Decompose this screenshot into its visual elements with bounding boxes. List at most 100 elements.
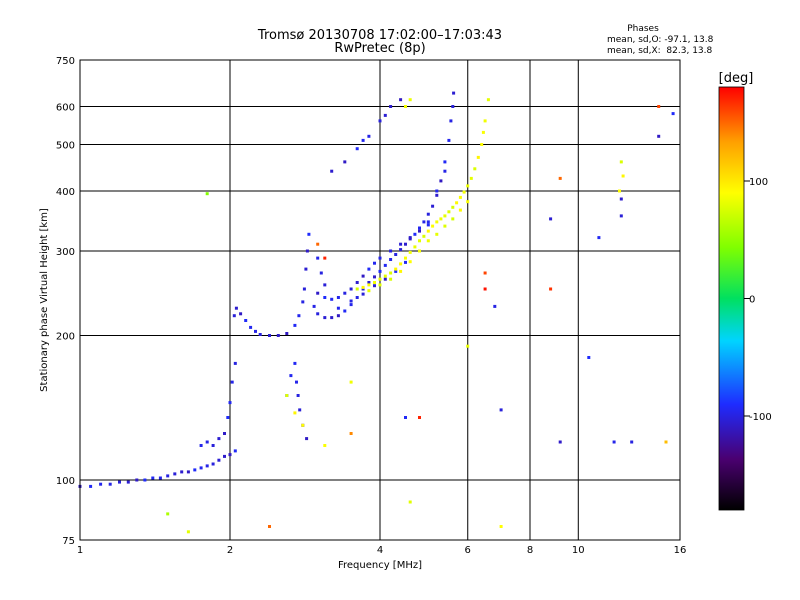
data-point-x bbox=[619, 160, 623, 164]
phase-stats-heading: Phases bbox=[627, 24, 659, 34]
y-tick-label: 200 bbox=[56, 332, 75, 343]
data-point-o bbox=[449, 119, 453, 123]
data-point-o bbox=[426, 220, 430, 224]
data-point-o bbox=[389, 258, 393, 261]
data-point-o bbox=[671, 112, 675, 116]
chart-title: Tromsø 20130708 17:02:00–17:03:43 bbox=[257, 28, 502, 43]
colorbar-tick-label: 0 bbox=[749, 295, 755, 306]
data-point-o bbox=[330, 297, 334, 301]
data-point-other bbox=[349, 432, 353, 435]
data-point-o bbox=[173, 472, 177, 476]
data-point-o bbox=[217, 437, 221, 441]
data-point-o bbox=[361, 138, 365, 142]
data-point-x bbox=[476, 155, 480, 159]
data-point-o bbox=[205, 440, 209, 444]
data-point-o bbox=[630, 440, 634, 444]
data-point-o bbox=[323, 296, 327, 299]
data-point-o bbox=[349, 303, 353, 307]
data-point-o bbox=[336, 314, 340, 318]
data-point-x bbox=[418, 239, 421, 243]
data-point-o bbox=[268, 334, 271, 337]
data-point-o bbox=[186, 470, 190, 474]
data-point-o bbox=[285, 332, 289, 335]
data-point-o bbox=[355, 147, 359, 151]
data-point-o bbox=[378, 119, 382, 123]
data-point-o bbox=[319, 271, 323, 275]
data-point-o bbox=[258, 333, 262, 336]
data-point-o bbox=[373, 284, 376, 288]
data-point-o bbox=[316, 312, 320, 316]
data-point-o bbox=[89, 484, 93, 488]
data-point-o bbox=[330, 316, 334, 320]
data-point-other bbox=[166, 512, 170, 516]
data-point-o bbox=[276, 334, 280, 337]
data-point-o bbox=[336, 296, 340, 299]
data-point-o bbox=[367, 134, 371, 138]
data-point-o bbox=[180, 470, 184, 474]
data-point-x bbox=[466, 184, 470, 188]
data-point-o bbox=[404, 416, 407, 419]
x-tick-label: 6 bbox=[465, 545, 471, 556]
data-point-o bbox=[418, 226, 421, 230]
data-point-o bbox=[143, 478, 147, 482]
data-point-other bbox=[323, 256, 327, 260]
data-point-x bbox=[383, 274, 387, 278]
data-point-o bbox=[223, 454, 226, 458]
data-point-x bbox=[404, 105, 407, 108]
data-point-o bbox=[249, 325, 253, 329]
data-point-o bbox=[404, 242, 407, 246]
data-point-o bbox=[435, 189, 439, 193]
data-point-x bbox=[443, 214, 447, 218]
data-point-o bbox=[361, 274, 365, 278]
data-point-x bbox=[439, 217, 443, 221]
data-point-o bbox=[323, 283, 327, 287]
data-point-o bbox=[426, 212, 430, 216]
data-point-o bbox=[558, 440, 562, 444]
data-point-other bbox=[657, 105, 661, 108]
x-tick-label: 16 bbox=[674, 545, 687, 556]
data-point-x bbox=[293, 411, 297, 415]
data-point-x bbox=[458, 195, 462, 199]
data-point-o bbox=[233, 361, 237, 365]
data-point-x bbox=[408, 250, 412, 254]
data-point-x bbox=[466, 200, 470, 204]
data-points bbox=[78, 91, 675, 534]
data-point-o bbox=[355, 281, 359, 284]
data-point-o bbox=[295, 380, 298, 384]
data-point-o bbox=[336, 306, 340, 310]
data-point-o bbox=[307, 232, 311, 236]
chart-subtitle: RwPretec (8p) bbox=[334, 41, 425, 56]
data-point-o bbox=[232, 314, 236, 318]
data-point-x bbox=[418, 249, 421, 253]
data-point-x bbox=[408, 260, 412, 264]
data-point-o bbox=[108, 482, 112, 486]
data-point-o bbox=[293, 323, 297, 327]
x-tick-label: 4 bbox=[377, 545, 383, 556]
data-point-o bbox=[657, 134, 661, 138]
data-point-x bbox=[408, 500, 412, 504]
data-point-o bbox=[373, 261, 376, 265]
data-point-o bbox=[305, 249, 309, 253]
data-point-o bbox=[223, 432, 226, 435]
data-point-o bbox=[296, 394, 300, 397]
data-point-o bbox=[394, 253, 398, 256]
data-point-x bbox=[480, 143, 484, 146]
data-point-o bbox=[217, 458, 221, 462]
data-point-x bbox=[394, 267, 398, 271]
data-point-other bbox=[418, 416, 421, 419]
data-point-o bbox=[408, 236, 412, 240]
colorbar-label: [deg] bbox=[719, 71, 754, 86]
data-point-o bbox=[378, 269, 382, 273]
data-point-x bbox=[323, 444, 327, 447]
data-point-o bbox=[443, 169, 447, 173]
data-point-x bbox=[469, 176, 473, 180]
data-point-o bbox=[205, 464, 209, 468]
data-point-o bbox=[349, 299, 353, 303]
data-point-other bbox=[205, 192, 209, 196]
data-point-x bbox=[301, 423, 305, 427]
data-point-x bbox=[408, 98, 412, 102]
data-point-x bbox=[378, 283, 382, 287]
data-point-o bbox=[447, 138, 451, 142]
y-tick-label: 400 bbox=[56, 187, 75, 198]
data-point-o bbox=[302, 287, 306, 291]
